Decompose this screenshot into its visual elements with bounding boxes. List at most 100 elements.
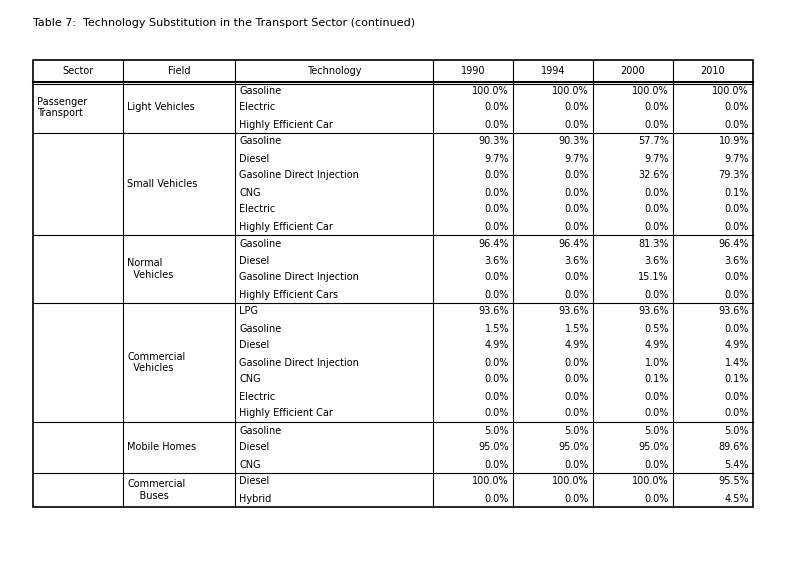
Text: 0.0%: 0.0%: [485, 493, 509, 503]
Text: 0.0%: 0.0%: [725, 221, 749, 232]
Text: Small Vehicles: Small Vehicles: [127, 179, 198, 189]
Text: 32.6%: 32.6%: [638, 171, 669, 180]
Text: 4.9%: 4.9%: [645, 341, 669, 350]
Text: 2010: 2010: [701, 66, 726, 76]
Text: 0.0%: 0.0%: [565, 358, 589, 367]
Text: 0.0%: 0.0%: [645, 221, 669, 232]
Text: 0.0%: 0.0%: [485, 392, 509, 402]
Text: 89.6%: 89.6%: [718, 442, 749, 453]
Text: 0.0%: 0.0%: [725, 272, 749, 282]
Text: Electric: Electric: [239, 392, 275, 402]
Text: 100.0%: 100.0%: [632, 85, 669, 95]
Text: 93.6%: 93.6%: [478, 306, 509, 316]
Text: Gasoline: Gasoline: [239, 85, 282, 95]
Text: 100.0%: 100.0%: [632, 476, 669, 486]
Text: 100.0%: 100.0%: [712, 85, 749, 95]
Text: 95.0%: 95.0%: [638, 442, 669, 453]
Text: 95.0%: 95.0%: [478, 442, 509, 453]
Text: CNG: CNG: [239, 188, 261, 198]
Text: 0.0%: 0.0%: [645, 205, 669, 215]
Text: Diesel: Diesel: [239, 442, 270, 453]
Text: Diesel: Diesel: [239, 154, 270, 163]
Text: 100.0%: 100.0%: [552, 85, 589, 95]
Text: 0.0%: 0.0%: [645, 188, 669, 198]
Text: 0.0%: 0.0%: [485, 205, 509, 215]
Text: 96.4%: 96.4%: [718, 238, 749, 249]
Text: Field: Field: [168, 66, 190, 76]
Text: 1.0%: 1.0%: [645, 358, 669, 367]
Text: 0.1%: 0.1%: [725, 188, 749, 198]
Text: Mobile Homes: Mobile Homes: [127, 442, 196, 453]
Text: 100.0%: 100.0%: [472, 476, 509, 486]
Text: 0.0%: 0.0%: [565, 459, 589, 470]
Text: 1994: 1994: [541, 66, 566, 76]
Text: 0.0%: 0.0%: [645, 289, 669, 299]
Text: 3.6%: 3.6%: [565, 255, 589, 266]
Text: Passenger
Transport: Passenger Transport: [37, 97, 87, 118]
Text: 15.1%: 15.1%: [638, 272, 669, 282]
Text: Highly Efficient Car: Highly Efficient Car: [239, 408, 333, 419]
Text: 10.9%: 10.9%: [718, 137, 749, 146]
Text: Gasoline Direct Injection: Gasoline Direct Injection: [239, 358, 359, 367]
Text: Gasoline: Gasoline: [239, 238, 282, 249]
Text: Gasoline Direct Injection: Gasoline Direct Injection: [239, 171, 359, 180]
Text: 0.0%: 0.0%: [565, 188, 589, 198]
Text: 0.0%: 0.0%: [485, 358, 509, 367]
Text: 0.0%: 0.0%: [645, 408, 669, 419]
Text: 0.0%: 0.0%: [725, 289, 749, 299]
Text: 0.0%: 0.0%: [565, 171, 589, 180]
Text: 9.7%: 9.7%: [565, 154, 589, 163]
Text: 0.0%: 0.0%: [565, 205, 589, 215]
Text: 0.5%: 0.5%: [645, 324, 669, 333]
Text: Gasoline Direct Injection: Gasoline Direct Injection: [239, 272, 359, 282]
Text: 4.9%: 4.9%: [485, 341, 509, 350]
Text: 0.0%: 0.0%: [485, 102, 509, 112]
Text: 0.0%: 0.0%: [485, 289, 509, 299]
Text: 5.4%: 5.4%: [725, 459, 749, 470]
Text: 93.6%: 93.6%: [558, 306, 589, 316]
Text: Light Vehicles: Light Vehicles: [127, 102, 194, 112]
Text: 0.0%: 0.0%: [565, 392, 589, 402]
Text: 3.6%: 3.6%: [485, 255, 509, 266]
Text: Normal
  Vehicles: Normal Vehicles: [127, 258, 174, 280]
Text: 96.4%: 96.4%: [558, 238, 589, 249]
Text: 0.0%: 0.0%: [485, 408, 509, 419]
Text: Technology: Technology: [306, 66, 362, 76]
Text: 95.5%: 95.5%: [718, 476, 749, 486]
Text: 100.0%: 100.0%: [472, 85, 509, 95]
Text: 2000: 2000: [621, 66, 646, 76]
Text: 0.0%: 0.0%: [565, 120, 589, 129]
Text: 0.0%: 0.0%: [645, 102, 669, 112]
Text: 81.3%: 81.3%: [638, 238, 669, 249]
Text: 4.9%: 4.9%: [565, 341, 589, 350]
Text: 0.0%: 0.0%: [725, 205, 749, 215]
Text: LPG: LPG: [239, 306, 258, 316]
Text: 3.6%: 3.6%: [725, 255, 749, 266]
Text: Gasoline: Gasoline: [239, 425, 282, 436]
Text: Gasoline: Gasoline: [239, 324, 282, 333]
Text: Hybrid: Hybrid: [239, 493, 271, 503]
Text: 0.0%: 0.0%: [725, 120, 749, 129]
Text: 0.0%: 0.0%: [725, 392, 749, 402]
Text: 0.0%: 0.0%: [645, 493, 669, 503]
Text: 0.0%: 0.0%: [645, 392, 669, 402]
Text: 0.0%: 0.0%: [725, 102, 749, 112]
Text: 0.0%: 0.0%: [565, 272, 589, 282]
Text: 0.0%: 0.0%: [485, 459, 509, 470]
Text: Commercial
  Vehicles: Commercial Vehicles: [127, 351, 186, 373]
Text: Commercial
    Buses: Commercial Buses: [127, 479, 186, 501]
Text: 90.3%: 90.3%: [558, 137, 589, 146]
Text: 1.5%: 1.5%: [565, 324, 589, 333]
Text: 0.0%: 0.0%: [645, 459, 669, 470]
Text: 5.0%: 5.0%: [485, 425, 509, 436]
Text: 0.0%: 0.0%: [565, 289, 589, 299]
Text: Electric: Electric: [239, 205, 275, 215]
Text: 96.4%: 96.4%: [478, 238, 509, 249]
Text: 0.0%: 0.0%: [725, 408, 749, 419]
Text: 0.0%: 0.0%: [565, 102, 589, 112]
Text: 0.0%: 0.0%: [565, 493, 589, 503]
Text: 5.0%: 5.0%: [725, 425, 749, 436]
Text: 5.0%: 5.0%: [645, 425, 669, 436]
Text: 0.0%: 0.0%: [485, 272, 509, 282]
Text: 0.0%: 0.0%: [645, 120, 669, 129]
